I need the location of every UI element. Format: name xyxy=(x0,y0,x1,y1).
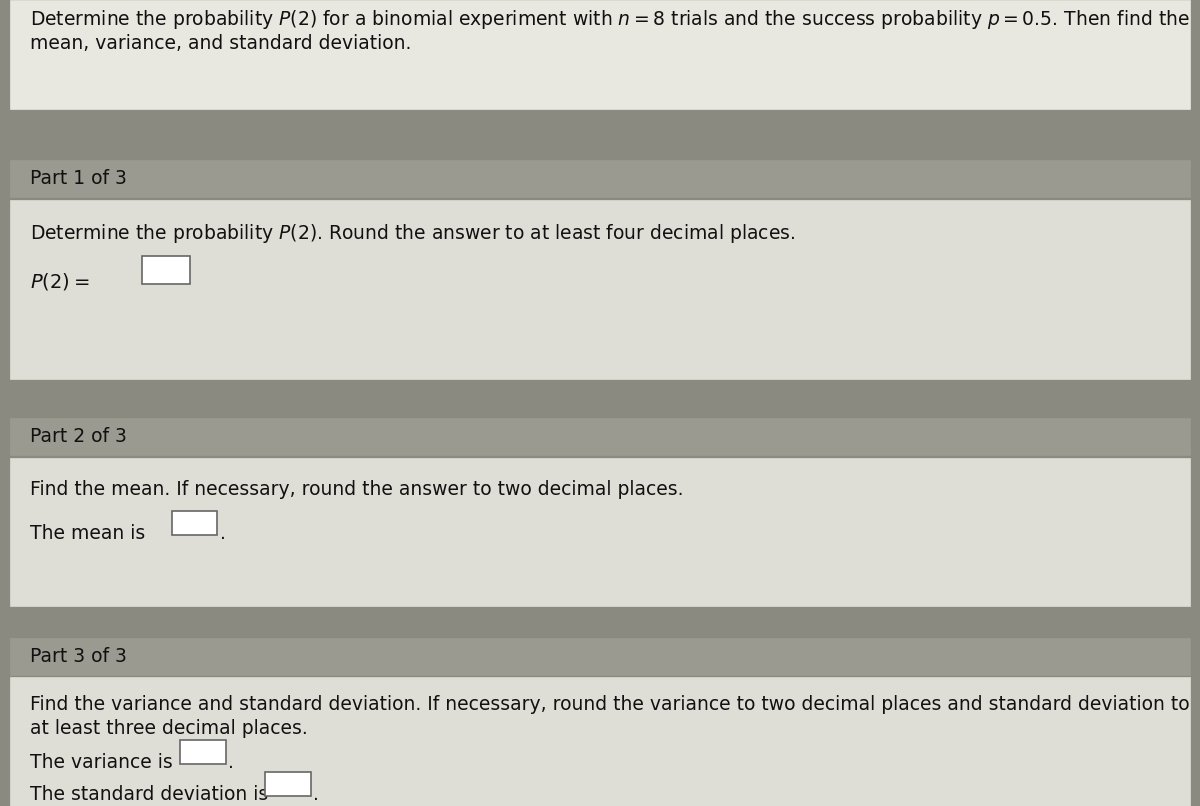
Text: The standard deviation is: The standard deviation is xyxy=(30,785,269,804)
Text: The variance is: The variance is xyxy=(30,753,173,772)
Text: Part 3 of 3: Part 3 of 3 xyxy=(30,646,127,666)
Text: .: . xyxy=(228,753,234,772)
FancyBboxPatch shape xyxy=(180,740,226,764)
FancyBboxPatch shape xyxy=(10,160,1190,197)
Text: Part 1 of 3: Part 1 of 3 xyxy=(30,169,127,189)
Text: .: . xyxy=(220,524,226,543)
Text: .: . xyxy=(313,785,319,804)
Text: Determine the probability $P(2)$. Round the answer to at least four decimal plac: Determine the probability $P(2)$. Round … xyxy=(30,222,796,246)
FancyBboxPatch shape xyxy=(172,511,217,535)
FancyBboxPatch shape xyxy=(265,772,311,796)
FancyBboxPatch shape xyxy=(10,638,1190,675)
FancyBboxPatch shape xyxy=(10,418,1190,455)
Text: The mean is: The mean is xyxy=(30,524,145,543)
FancyBboxPatch shape xyxy=(10,0,1190,109)
Text: at least three decimal places.: at least three decimal places. xyxy=(30,719,307,738)
Text: Part 2 of 3: Part 2 of 3 xyxy=(30,427,127,447)
Text: Determine the probability $P(2)$ for a binomial experiment with $n=8$ trials and: Determine the probability $P(2)$ for a b… xyxy=(30,8,1189,31)
FancyBboxPatch shape xyxy=(10,677,1190,806)
Text: mean, variance, and standard deviation.: mean, variance, and standard deviation. xyxy=(30,34,412,53)
FancyBboxPatch shape xyxy=(142,256,190,284)
FancyBboxPatch shape xyxy=(10,200,1190,379)
FancyBboxPatch shape xyxy=(10,458,1190,606)
Text: $P(2) =$: $P(2) =$ xyxy=(30,271,90,292)
Text: Find the variance and standard deviation. If necessary, round the variance to tw: Find the variance and standard deviation… xyxy=(30,695,1189,714)
Text: Find the mean. If necessary, round the answer to two decimal places.: Find the mean. If necessary, round the a… xyxy=(30,480,684,500)
